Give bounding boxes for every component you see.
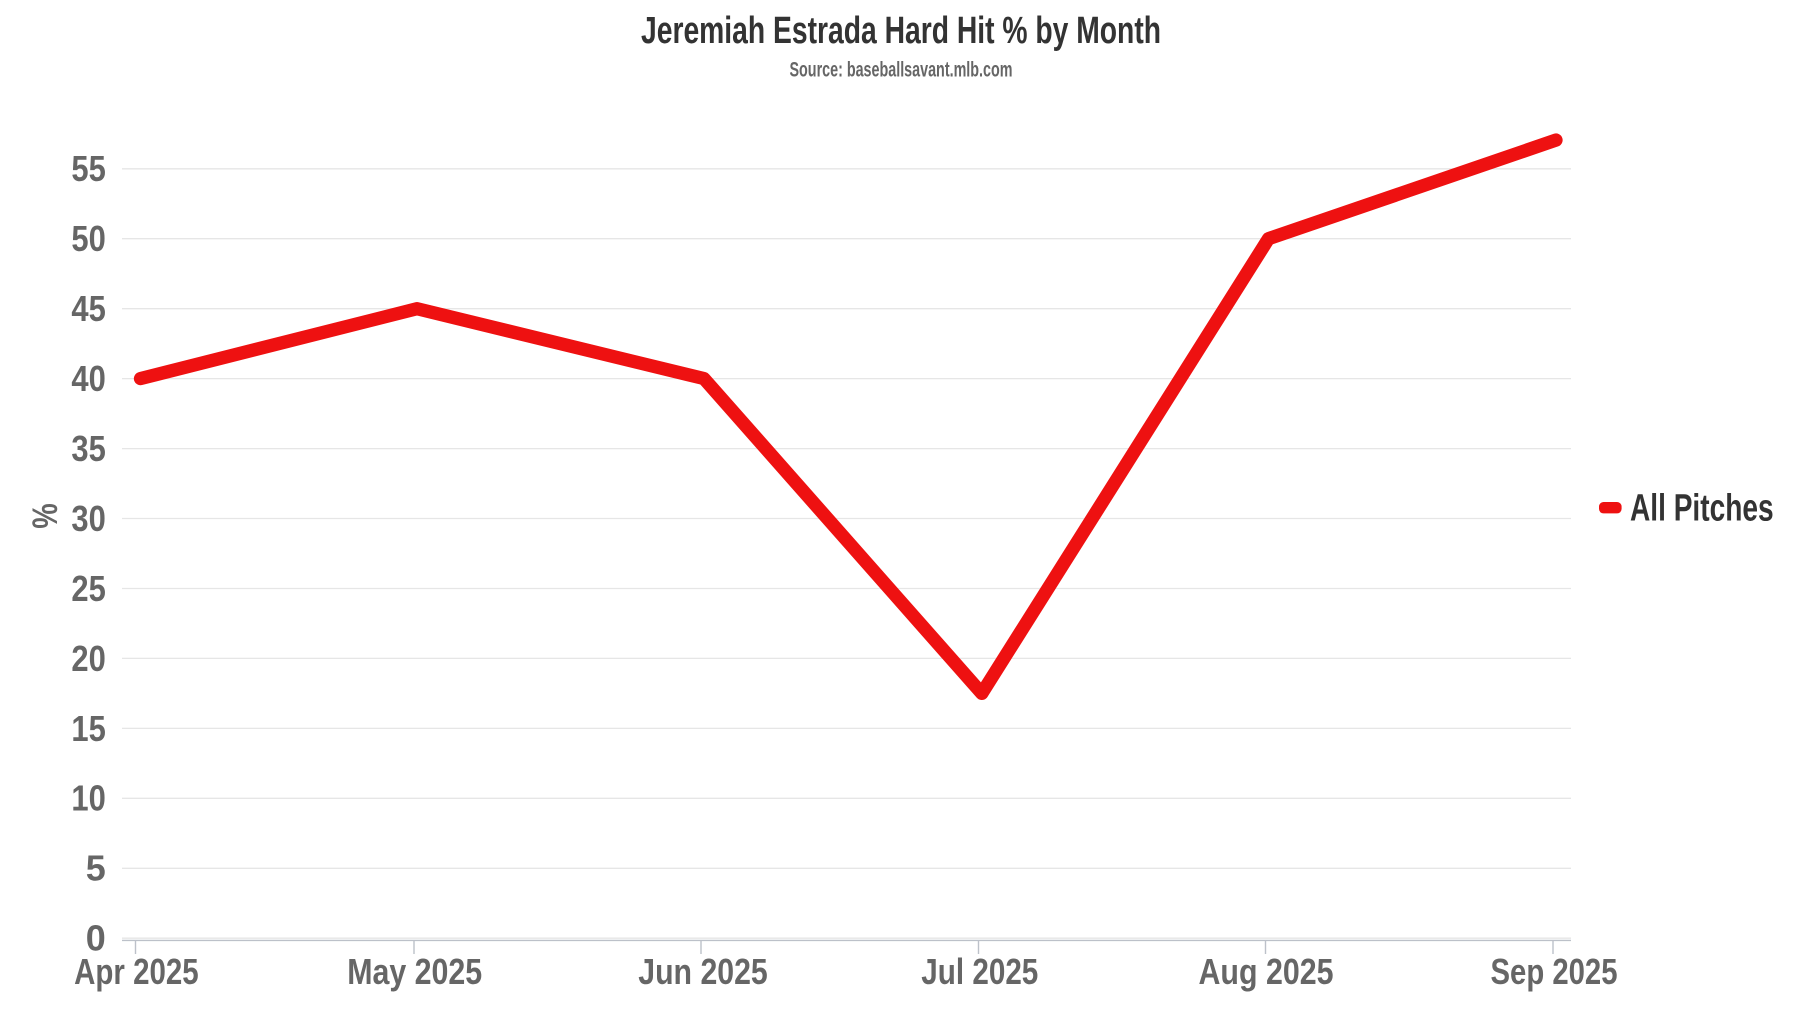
svg-text:Source: baseballsavant.mlb.com: Source: baseballsavant.mlb.com (790, 59, 1013, 82)
svg-text:0: 0 (86, 918, 106, 959)
svg-text:Apr 2025: Apr 2025 (74, 951, 199, 992)
svg-text:15: 15 (71, 708, 105, 749)
svg-text:20: 20 (71, 638, 105, 679)
svg-text:10: 10 (71, 778, 105, 819)
svg-text:Sep 2025: Sep 2025 (1491, 951, 1618, 992)
svg-text:45: 45 (71, 288, 105, 329)
svg-text:Jul 2025: Jul 2025 (921, 951, 1038, 992)
svg-text:Jun 2025: Jun 2025 (638, 951, 768, 992)
svg-text:50: 50 (71, 218, 105, 259)
svg-text:25: 25 (71, 568, 105, 609)
svg-text:May 2025: May 2025 (347, 951, 482, 992)
svg-text:35: 35 (71, 428, 105, 469)
svg-text:55: 55 (71, 148, 105, 189)
svg-text:5: 5 (86, 848, 106, 889)
svg-text:Jeremiah Estrada Hard Hit % by: Jeremiah Estrada Hard Hit % by Month (641, 10, 1161, 52)
svg-text:40: 40 (71, 358, 105, 399)
svg-text:%: % (26, 503, 65, 529)
svg-text:30: 30 (71, 498, 105, 539)
svg-text:Aug 2025: Aug 2025 (1199, 951, 1334, 992)
svg-text:All Pitches: All Pitches (1630, 488, 1774, 530)
